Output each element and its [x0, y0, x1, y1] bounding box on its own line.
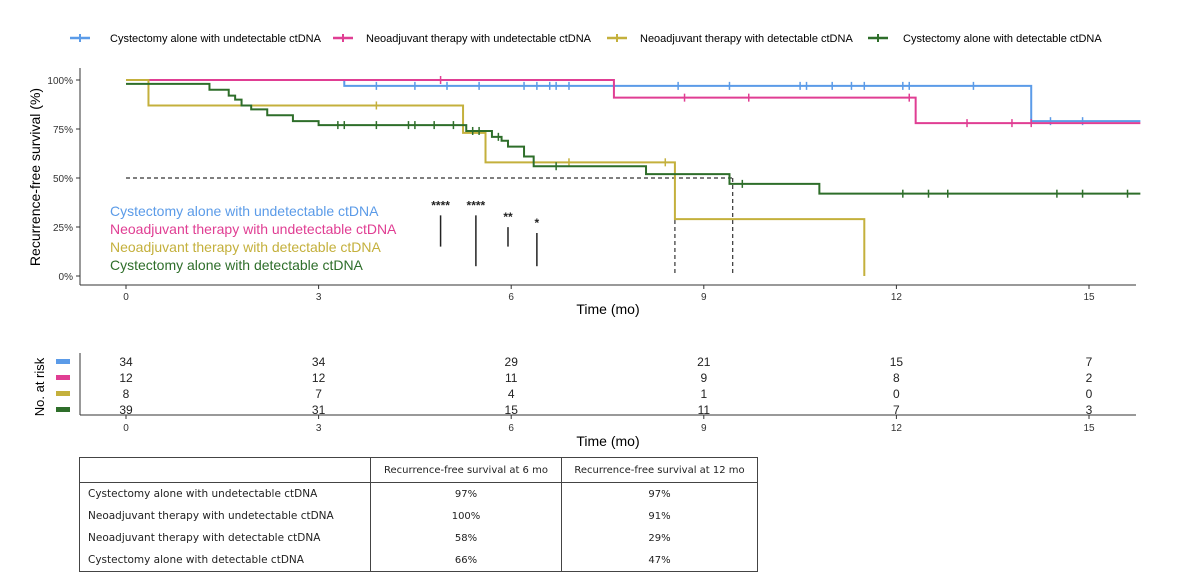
km-plot: 0% 25% 50% 75% 100% 0 3 6 9 12 15 Time (mo) Recur… — [27, 68, 1141, 317]
risk-count: 21 — [697, 355, 711, 369]
risk-count: 8 — [123, 387, 130, 401]
inset-legend: Cystectomy alone with undetectable ctDNA… — [110, 203, 397, 273]
table-cell: Cystectomy alone with undetectable ctDNA — [79, 482, 371, 505]
risk-x-tick-label: 6 — [508, 423, 514, 434]
table-cell: Neoadjuvant therapy with undetectable ct… — [79, 505, 371, 527]
risk-count: 3 — [1086, 403, 1093, 417]
table-cell: Neoadjuvant therapy with detectable ctDN… — [79, 527, 371, 549]
table-cell: 47% — [561, 549, 758, 572]
legend-entry: Cystectomy alone with detectable ctDNA — [868, 33, 1102, 45]
risk-count: 15 — [505, 403, 519, 417]
y-axis-label: Recurrence-free survival (%) — [27, 88, 43, 266]
legend-entry: Neoadjuvant therapy with undetectable ct… — [333, 33, 592, 45]
summary-header-row: Recurrence-free survival at 6 mo Recurre… — [79, 457, 758, 483]
inset-legend-label: Neoadjuvant therapy with detectable ctDN… — [110, 239, 381, 255]
summary-header-cell — [79, 457, 371, 483]
inset-legend-label: Cystectomy alone with undetectable ctDNA — [110, 203, 379, 219]
inset-legend-label: Neoadjuvant therapy with undetectable ct… — [110, 221, 397, 237]
risk-count: 9 — [700, 371, 707, 385]
table-cell: 66% — [370, 549, 562, 572]
table-cell: Cystectomy alone with detectable ctDNA — [79, 549, 371, 572]
risk-count: 29 — [505, 355, 519, 369]
table-cell: 91% — [561, 505, 758, 527]
significance-label: **** — [467, 198, 486, 212]
survival-curve — [126, 82, 1141, 195]
y-tick-label: 100% — [47, 76, 73, 87]
table-row: Cystectomy alone with detectable ctDNA 6… — [79, 549, 758, 572]
risk-x-tick-label: 12 — [891, 423, 903, 434]
significance-label: **** — [431, 198, 450, 212]
risk-x-tick-label: 15 — [1083, 423, 1095, 434]
risk-x-axis-label: Time (mo) — [576, 433, 639, 449]
table-cell: 97% — [370, 482, 562, 505]
risk-table: No. at risk 34 34 29 21 15 712 12 11 9 8 28 7 4 1 0 039… — [32, 353, 1136, 449]
legend-label: Cystectomy alone with detectable ctDNA — [903, 33, 1102, 45]
risk-count: 8 — [893, 371, 900, 385]
risk-x-tick-label: 3 — [316, 423, 322, 434]
risk-count: 4 — [508, 387, 515, 401]
table-row: Neoadjuvant therapy with undetectable ct… — [79, 505, 758, 527]
risk-count: 1 — [700, 387, 707, 401]
legend-entry: Neoadjuvant therapy with detectable ctDN… — [607, 33, 853, 45]
summary-table: Recurrence-free survival at 6 mo Recurre… — [79, 457, 758, 572]
risk-table-title: No. at risk — [32, 357, 47, 416]
risk-row-swatch — [56, 375, 70, 380]
x-tick-label: 15 — [1083, 292, 1095, 303]
table-cell: 58% — [370, 527, 562, 549]
table-cell: 29% — [561, 527, 758, 549]
table-cell: 97% — [561, 482, 758, 505]
risk-count: 0 — [1086, 387, 1093, 401]
risk-count: 11 — [698, 403, 711, 417]
x-tick-label: 6 — [508, 292, 514, 303]
significance-label: * — [535, 216, 540, 230]
inset-legend-label: Cystectomy alone with detectable ctDNA — [110, 257, 364, 273]
survival-curve — [126, 79, 866, 276]
risk-count: 15 — [890, 355, 904, 369]
x-tick-label: 3 — [316, 292, 322, 303]
summary-header-cell: Recurrence-free survival at 12 mo — [561, 457, 758, 483]
risk-row-swatch — [56, 391, 70, 396]
x-tick-label: 9 — [701, 292, 707, 303]
risk-count: 34 — [312, 355, 326, 369]
legend-label: Neoadjuvant therapy with detectable ctDN… — [640, 33, 853, 45]
summary-header-cell: Recurrence-free survival at 6 mo — [370, 457, 562, 483]
y-tick-label: 25% — [53, 223, 73, 234]
risk-row-swatch — [56, 407, 70, 412]
risk-count: 12 — [312, 371, 326, 385]
table-row: Neoadjuvant therapy with detectable ctDN… — [79, 527, 758, 549]
survival-curve — [126, 79, 1141, 125]
legend-entry: Cystectomy alone with undetectable ctDNA — [70, 33, 322, 45]
risk-count: 31 — [312, 403, 326, 417]
risk-count: 12 — [119, 371, 133, 385]
y-tick-label: 75% — [53, 125, 73, 136]
top-legend: Cystectomy alone with undetectable ctDNA… — [70, 33, 1102, 45]
legend-label: Cystectomy alone with undetectable ctDNA — [110, 33, 322, 45]
risk-count: 11 — [505, 371, 518, 385]
x-tick-label: 0 — [123, 292, 129, 303]
legend-label: Neoadjuvant therapy with undetectable ct… — [366, 33, 592, 45]
risk-count: 34 — [119, 355, 133, 369]
x-tick-label: 12 — [891, 292, 903, 303]
y-tick-label: 50% — [53, 174, 73, 185]
risk-count: 7 — [893, 403, 900, 417]
risk-count: 7 — [1086, 355, 1093, 369]
table-row: Cystectomy alone with undetectable ctDNA… — [79, 482, 758, 505]
risk-x-tick-label: 0 — [123, 423, 129, 434]
x-axis-label: Time (mo) — [576, 301, 639, 317]
significance-label: ** — [503, 210, 513, 224]
y-tick-label: 0% — [59, 272, 74, 283]
table-cell: 100% — [370, 505, 562, 527]
risk-count: 0 — [893, 387, 900, 401]
risk-row-swatch — [56, 359, 70, 364]
risk-count: 39 — [119, 403, 133, 417]
risk-count: 2 — [1086, 371, 1093, 385]
risk-x-tick-label: 9 — [701, 423, 707, 434]
risk-count: 7 — [315, 387, 322, 401]
